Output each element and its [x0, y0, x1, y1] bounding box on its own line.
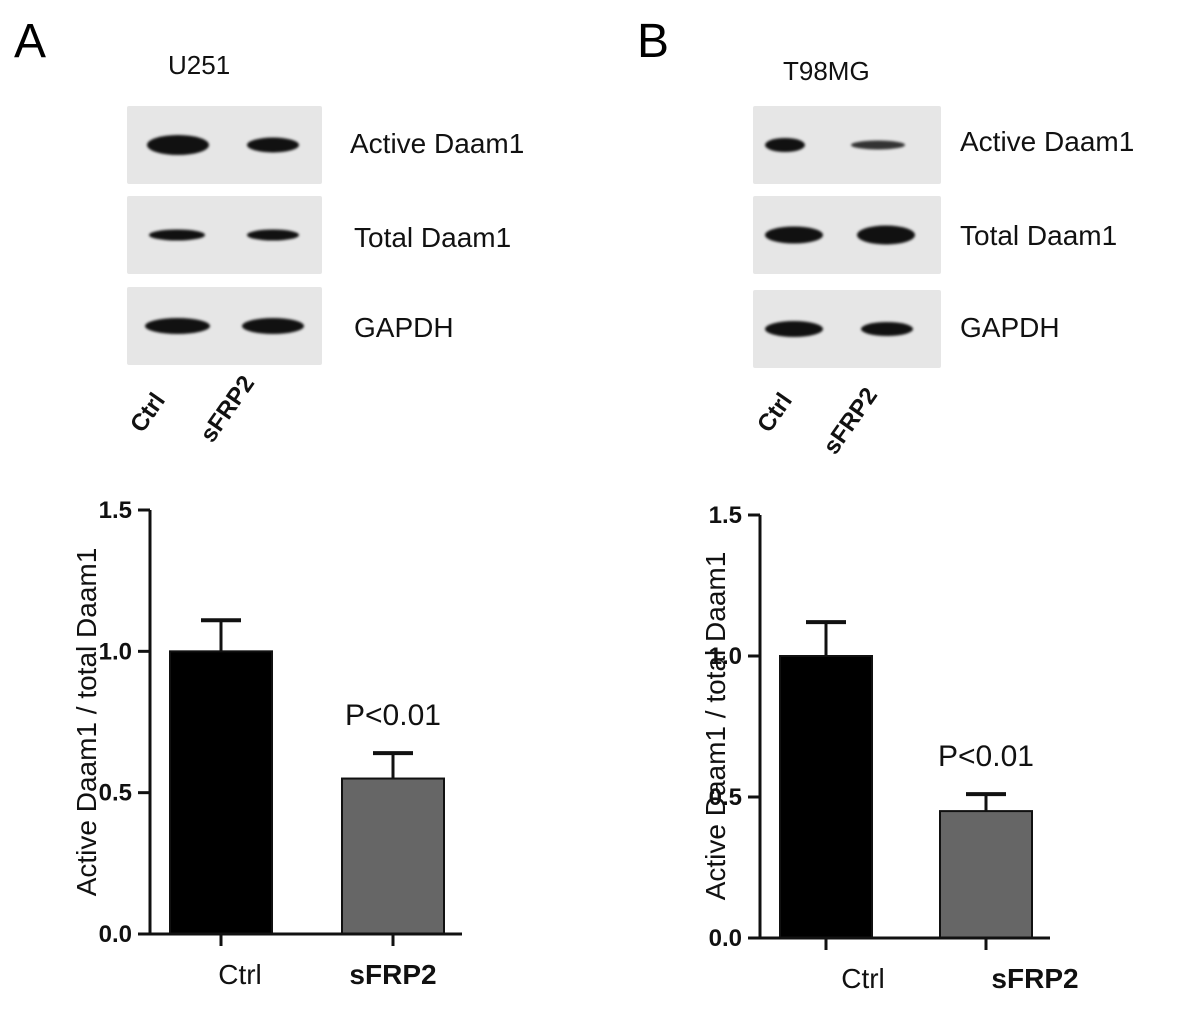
- y-tick-label: 1.0: [99, 638, 132, 665]
- band-ctrl: [145, 318, 210, 334]
- y-axis-label: Active Daam1 / total Daam1: [71, 548, 102, 897]
- lane-label-sfrp2: sFRP2: [195, 370, 261, 448]
- y-tick-label: 0.5: [709, 784, 742, 811]
- y-tick-label: 1.5: [709, 502, 742, 529]
- blot-active-daam1: [127, 106, 322, 184]
- blot-label: GAPDH: [354, 312, 454, 343]
- band-sfrp2: [857, 225, 915, 245]
- band-ctrl: [149, 229, 205, 241]
- band-ctrl: [765, 226, 823, 244]
- y-tick-label: 1.5: [99, 497, 132, 524]
- band-ctrl: [765, 138, 805, 152]
- y-tick-label: 0.5: [99, 780, 132, 807]
- p-value-annotation: P<0.01: [345, 699, 441, 732]
- y-tick-label: 0.0: [709, 925, 742, 952]
- blot-gapdh: [127, 287, 322, 365]
- x-tick-label: sFRP2: [991, 963, 1078, 994]
- x-tick-label: Ctrl: [218, 959, 262, 990]
- y-tick-label: 1.0: [709, 643, 742, 670]
- bar: [939, 810, 1033, 940]
- blot-total-daam1: [127, 196, 322, 274]
- blot-label: Active Daam1: [350, 128, 525, 159]
- cell-line-label: U251: [168, 50, 231, 80]
- band-sfrp2: [247, 229, 299, 241]
- lane-label-ctrl: Ctrl: [125, 388, 171, 438]
- blot-gapdh: [753, 290, 941, 368]
- panel-letter: B: [637, 15, 670, 68]
- panel-b: B T98MG Active Daam1 Total Daam1 GAPDH C…: [595, 0, 1190, 1017]
- blot-label: Total Daam1: [960, 220, 1118, 251]
- x-tick-label: sFRP2: [349, 959, 436, 990]
- blot-label: Total Daam1: [354, 222, 512, 253]
- band-sfrp2: [861, 322, 913, 336]
- bar: [779, 655, 873, 939]
- blot-label: Active Daam1: [960, 126, 1135, 157]
- blot-label: GAPDH: [960, 312, 1060, 343]
- bar-chart-b: 0.0 0.5 1.0 1.5 Active Daam1 / total Daam1 Ct…: [700, 502, 1079, 994]
- band-sfrp2: [851, 140, 905, 150]
- x-tick-label: Ctrl: [841, 963, 885, 994]
- lane-label-sfrp2: sFRP2: [818, 382, 884, 460]
- lane-label-ctrl: Ctrl: [752, 388, 798, 438]
- p-value-annotation: P<0.01: [938, 740, 1034, 773]
- band-sfrp2: [242, 318, 304, 334]
- band-ctrl: [765, 321, 823, 337]
- blot-total-daam1: [753, 196, 941, 274]
- band-sfrp2: [247, 137, 299, 153]
- band-ctrl: [147, 135, 209, 155]
- panel-letter: A: [14, 15, 47, 68]
- bar: [341, 777, 445, 935]
- cell-line-label: T98MG: [783, 56, 870, 86]
- bar-chart-a: 0.0 0.5 1.0 1.5 Active Daam1 / total Daam1 Ct…: [71, 497, 462, 990]
- y-axis-label: Active Daam1 / total Daam1: [700, 552, 731, 901]
- y-tick-label: 0.0: [99, 921, 132, 948]
- panel-a: A U251 Active Daam1 Total Daam1 GAPDH Ct…: [0, 0, 595, 1017]
- bar: [169, 650, 273, 935]
- blot-active-daam1: [753, 106, 941, 184]
